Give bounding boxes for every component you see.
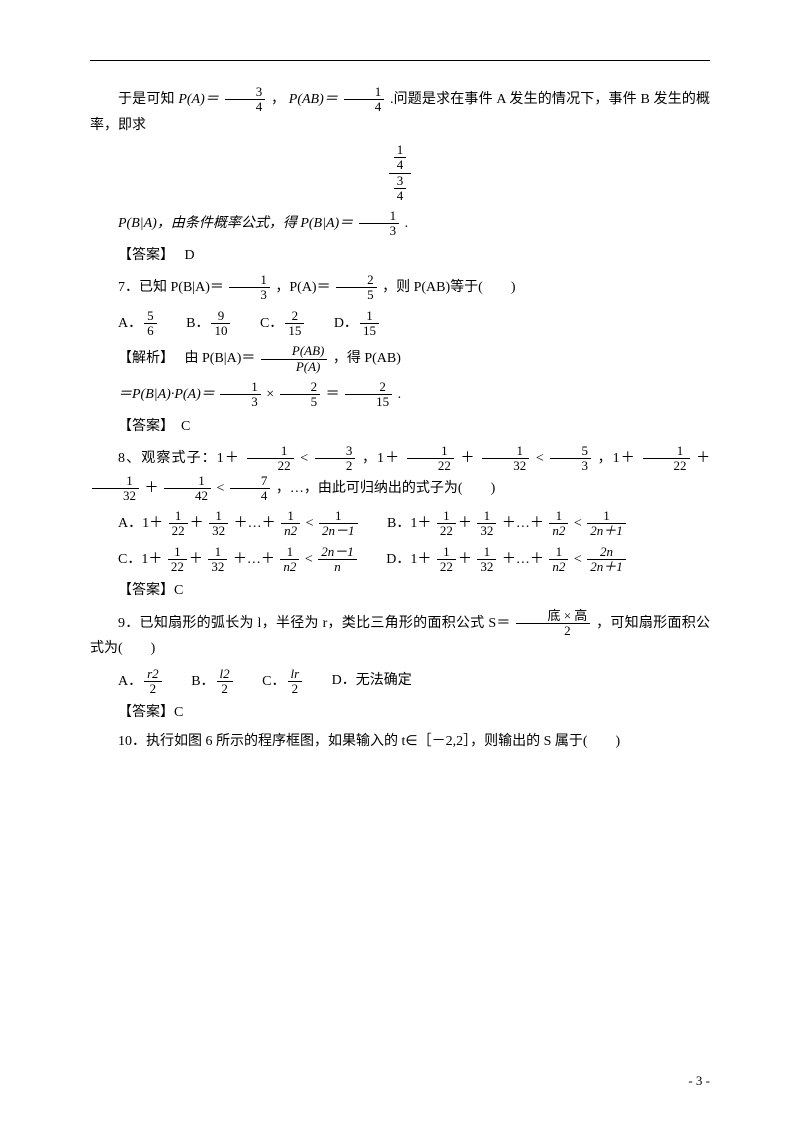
q7-solution-2: ＝P(B|A)·P(A)＝ 13 × 25 ＝ 215 . — [90, 380, 710, 410]
q9-stem: 9．已知扇形的弧长为 l，半径为 r，类比三角形的面积公式 S＝ 底 × 高2 … — [90, 609, 710, 661]
q9-choice-a: A．r22 — [118, 667, 164, 697]
text: ，则 P(AB)等于( ) — [382, 280, 515, 295]
q8-choice-a: A．1＋ 122＋ 132 ＋…＋ 1n2 < 12n－1 — [118, 509, 360, 539]
cond-prob-line: P(B|A)，由条件概率公式，得 P(B|A)＝ 1 3 . — [90, 209, 710, 239]
page-number: - 3 - — [688, 1071, 710, 1092]
q9-choice-d: D．无法确定 — [332, 670, 412, 692]
q9-choice-c: C．lr2 — [262, 667, 304, 697]
frac-res: 1 3 — [359, 209, 400, 239]
expr-pa: P(A)＝ — [178, 92, 219, 107]
page: 于是可知 P(A)＝ 3 4 ， P(AB)＝ 1 4 .问题是求在事件 A 发… — [0, 0, 800, 1132]
period: . — [405, 216, 409, 231]
text: P(B|A)，由条件概率公式，得 P(B|A)＝ — [118, 216, 353, 231]
q7-choice-d: D．115 — [334, 309, 381, 339]
q8-choice-d: D．1＋ 122＋ 132 ＋…＋ 1n2 < 2n2n＋1 — [386, 545, 628, 575]
q7-solution-1: 【解析】 由 P(B|A)＝ P(AB)P(A) ，得 P(AB) — [90, 344, 710, 374]
text: 7．已知 P(B|A)＝ — [118, 280, 224, 295]
q7-choice-b: B．910 — [186, 309, 232, 339]
q7-choice-c: C．215 — [260, 309, 306, 339]
expr-pab: P(AB)＝ — [289, 92, 338, 107]
q10-stem: 10．执行如图 6 所示的程序框图，如果输入的 t∈［－2,2］，则输出的 S … — [90, 731, 710, 753]
q8-choices-row1: A．1＋ 122＋ 132 ＋…＋ 1n2 < 12n－1 B．1＋ 122＋ … — [118, 509, 710, 539]
centered-fraction: 1 4 3 4 — [90, 143, 710, 203]
q8-choice-c: C．1＋ 122＋ 132 ＋…＋ 1n2 < 2n－1n — [118, 545, 359, 575]
text: ，P(A)＝ — [275, 280, 330, 295]
q7-choices: A．56 B．910 C．215 D．115 — [118, 309, 710, 339]
frac-3-4: 3 4 — [225, 85, 266, 115]
q8-answer: 【答案】C — [90, 580, 710, 602]
compound-frac: 1 4 3 4 — [389, 143, 412, 203]
sep: ， — [271, 92, 285, 107]
text: 于是可知 — [118, 92, 178, 107]
intro-paragraph: 于是可知 P(A)＝ 3 4 ， P(AB)＝ 1 4 .问题是求在事件 A 发… — [90, 85, 710, 137]
q9-choices: A．r22 B．l22 C．lr2 D．无法确定 — [118, 667, 710, 697]
q7-choice-a: A．56 — [118, 309, 159, 339]
q9-choice-b: B．l22 — [191, 667, 234, 697]
q9-answer: 【答案】C — [90, 702, 710, 724]
frac-1-4: 1 4 — [344, 85, 385, 115]
q7-answer: 【答案】 C — [90, 416, 710, 438]
answer-label: 【答案】 — [118, 248, 167, 263]
q8-stem: 8、观察式子：1＋ 122 < 32 ，1＋ 122 ＋ 132 < 53 ，1… — [90, 444, 710, 503]
answer-6: 【答案】 D — [90, 245, 710, 267]
answer-value: D — [185, 248, 195, 263]
q7-stem: 7．已知 P(B|A)＝ 13 ，P(A)＝ 25 ，则 P(AB)等于( ) — [90, 273, 710, 303]
sol-label: 【解析】 — [118, 351, 167, 366]
q8-choice-b: B．1＋ 122＋ 132 ＋…＋ 1n2 < 12n＋1 — [387, 509, 628, 539]
q8-choices-row2: C．1＋ 122＋ 132 ＋…＋ 1n2 < 2n－1n D．1＋ 122＋ … — [118, 545, 710, 575]
top-rule — [90, 60, 710, 61]
